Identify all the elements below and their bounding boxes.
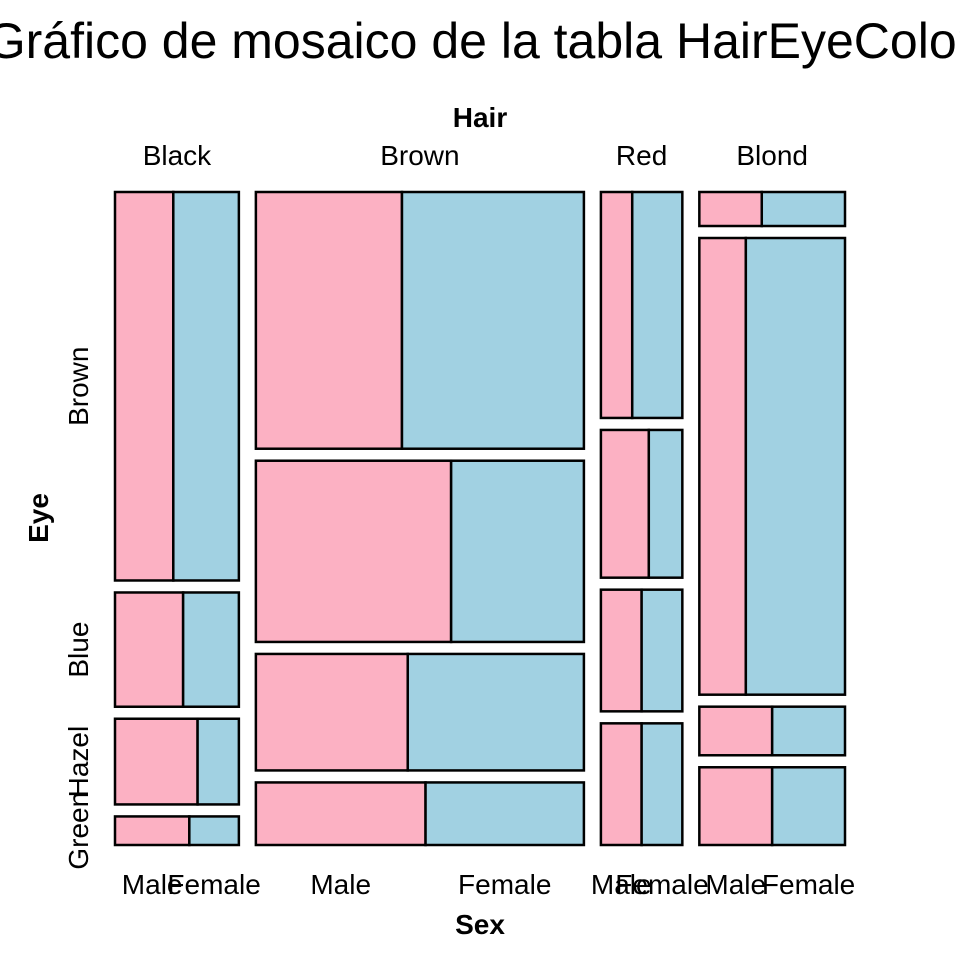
tile-blond-hazel-female [770, 705, 847, 757]
tile-black-hazel-male [113, 717, 199, 806]
sex-label-blond-male: Male [705, 869, 766, 900]
hair-label-red: Red [616, 140, 667, 171]
tile-black-hazel-female [196, 717, 241, 806]
tile-black-blue-female [181, 591, 241, 708]
tile-red-blue-female [647, 428, 684, 579]
sex-label-blond-female: Female [762, 869, 855, 900]
sex-label-brown-female: Female [458, 869, 551, 900]
tile-red-hazel-male [599, 588, 643, 713]
tile-blond-green-male [698, 766, 774, 847]
eye-label-blue: Blue [63, 622, 94, 678]
hair-label-blond: Blond [736, 140, 808, 171]
sex-label-red-female: Female [615, 869, 708, 900]
tile-red-brown-female [630, 190, 684, 420]
tile-blond-hazel-male [698, 705, 774, 757]
tile-black-blue-male [113, 591, 185, 708]
tile-black-brown-female [172, 190, 241, 582]
hair-label-brown: Brown [380, 140, 459, 171]
tile-blond-green-female [770, 766, 847, 847]
tile-brown-blue-female [449, 459, 586, 644]
tile-red-green-female [640, 722, 684, 847]
eye-label-hazel: Hazel [63, 726, 94, 798]
tile-red-green-male [599, 722, 643, 847]
tile-brown-blue-male [254, 459, 453, 644]
eye-label-brown: Brown [63, 347, 94, 426]
x-axis-title-hair: Hair [453, 102, 508, 133]
tile-brown-brown-female [400, 190, 586, 450]
tile-blond-blue-female [744, 236, 847, 696]
tile-black-green-female [188, 815, 241, 847]
sex-label-black-male: Male [122, 869, 183, 900]
sex-label-black-female: Female [167, 869, 260, 900]
tile-brown-green-male [254, 781, 427, 847]
tile-red-blue-male [599, 428, 651, 579]
sex-label-brown-male: Male [310, 869, 371, 900]
chart-title: Gráfico de mosaico de la tabla HairEyeCo… [0, 13, 960, 69]
mosaic-labels: BlackMaleFemaleBrownBlueHazelGreenBrownM… [63, 140, 855, 900]
tile-red-brown-male [599, 190, 634, 420]
sex-label-red-male: Male [591, 869, 652, 900]
tile-brown-brown-male [254, 190, 404, 450]
tile-blond-brown-male [698, 190, 764, 228]
tile-brown-green-female [424, 781, 586, 847]
tile-brown-hazel-female [406, 652, 586, 772]
tile-blond-blue-male [698, 236, 748, 696]
x-axis-title-sex: Sex [455, 909, 505, 940]
eye-label-green: Green [63, 792, 94, 870]
tile-brown-hazel-male [254, 652, 409, 772]
hair-label-black: Black [143, 140, 212, 171]
tile-red-hazel-female [640, 588, 684, 713]
tile-blond-brown-female [760, 190, 847, 228]
y-axis-title-eye: Eye [23, 493, 54, 543]
tile-black-brown-male [113, 190, 175, 582]
mosaic-tiles [113, 190, 847, 847]
tile-black-green-male [113, 815, 191, 847]
